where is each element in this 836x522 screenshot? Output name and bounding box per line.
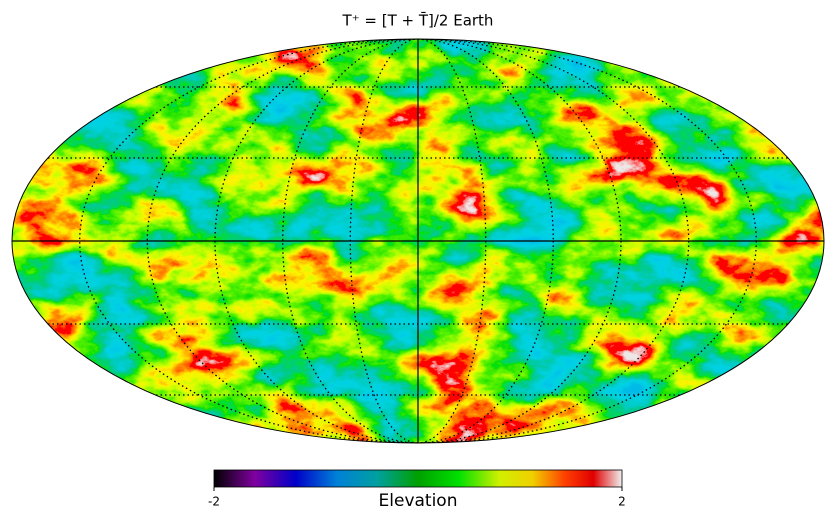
colorbar-gradient [213, 469, 623, 488]
colorbar-label: Elevation [379, 491, 458, 511]
colorbar: Elevation -2 2 [208, 469, 626, 511]
map-outline [11, 38, 825, 444]
map-title: T⁺ = [T + T̄]/2 Earth [342, 11, 494, 30]
map-surface [12, 39, 824, 443]
colorbar-tick-label: -2 [208, 495, 220, 509]
colorbar-tick-label: 2 [618, 495, 626, 509]
